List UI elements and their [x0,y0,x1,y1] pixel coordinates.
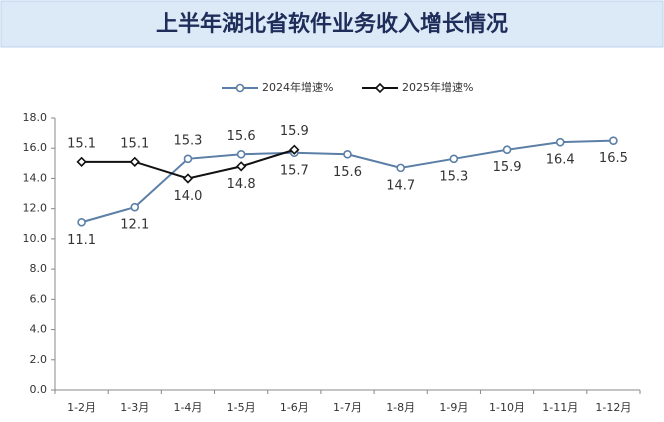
point [609,136,618,145]
y-tick-label: 16.0 [23,141,48,154]
point [130,202,140,212]
title-banner [0,0,664,48]
point [396,163,405,173]
x-tick-label: 1-4月 [173,401,202,414]
legend-label: 2024年增速% [262,80,333,94]
y-tick-label: 10.0 [23,232,48,245]
point [236,149,246,159]
x-tick-label: 1-6月 [280,401,309,414]
point [76,156,87,167]
point [129,156,140,167]
value-label: 15.6 [333,165,362,180]
y-tick-label: 12.0 [23,202,48,215]
legend-marker [235,83,245,93]
y-tick-label: 18.0 [23,111,48,124]
x-tick-label: 1-12月 [595,401,631,414]
value-label: 15.1 [120,136,149,151]
point [502,145,512,155]
x-tick-label: 1-7月 [333,401,362,414]
x-tick-label: 1-11月 [542,401,578,414]
point [182,173,194,184]
x-tick-label: 1-10月 [489,401,525,414]
value-label: 14.0 [173,189,202,204]
point [343,149,352,159]
value-label: 15.9 [280,124,309,139]
point [236,161,247,172]
point [449,154,459,164]
value-label: 16.5 [599,151,628,166]
x-tick-label: 1-9月 [439,401,468,414]
legend-label: 2025年增速% [402,80,473,94]
value-label: 15.7 [280,163,309,178]
value-label: 12.1 [120,218,149,233]
chart-title: 上半年湖北省软件业务收入增长情况 [156,11,508,37]
point [555,137,565,147]
y-tick-label: 0.0 [30,383,48,396]
value-label: 14.7 [386,178,415,193]
value-label: 15.6 [227,129,256,144]
y-tick-label: 4.0 [30,323,48,336]
y-tick-label: 14.0 [23,171,48,184]
value-label: 15.9 [493,160,522,175]
value-label: 11.1 [67,233,96,248]
point [183,154,193,164]
value-label: 15.3 [173,133,202,148]
value-label: 15.3 [439,169,468,184]
y-tick-label: 8.0 [30,262,48,275]
x-tick-label: 1-5月 [227,401,256,414]
x-tick-label: 1-8月 [386,401,415,414]
value-label: 14.8 [227,177,256,192]
y-tick-label: 2.0 [30,353,48,366]
point [289,144,300,155]
x-tick-label: 1-2月 [67,401,96,414]
value-label: 16.4 [546,153,575,168]
x-tick-label: 1-3月 [120,401,149,414]
legend-marker [374,82,386,94]
value-label: 15.1 [67,136,96,151]
y-tick-label: 6.0 [30,292,48,305]
point [77,217,86,227]
